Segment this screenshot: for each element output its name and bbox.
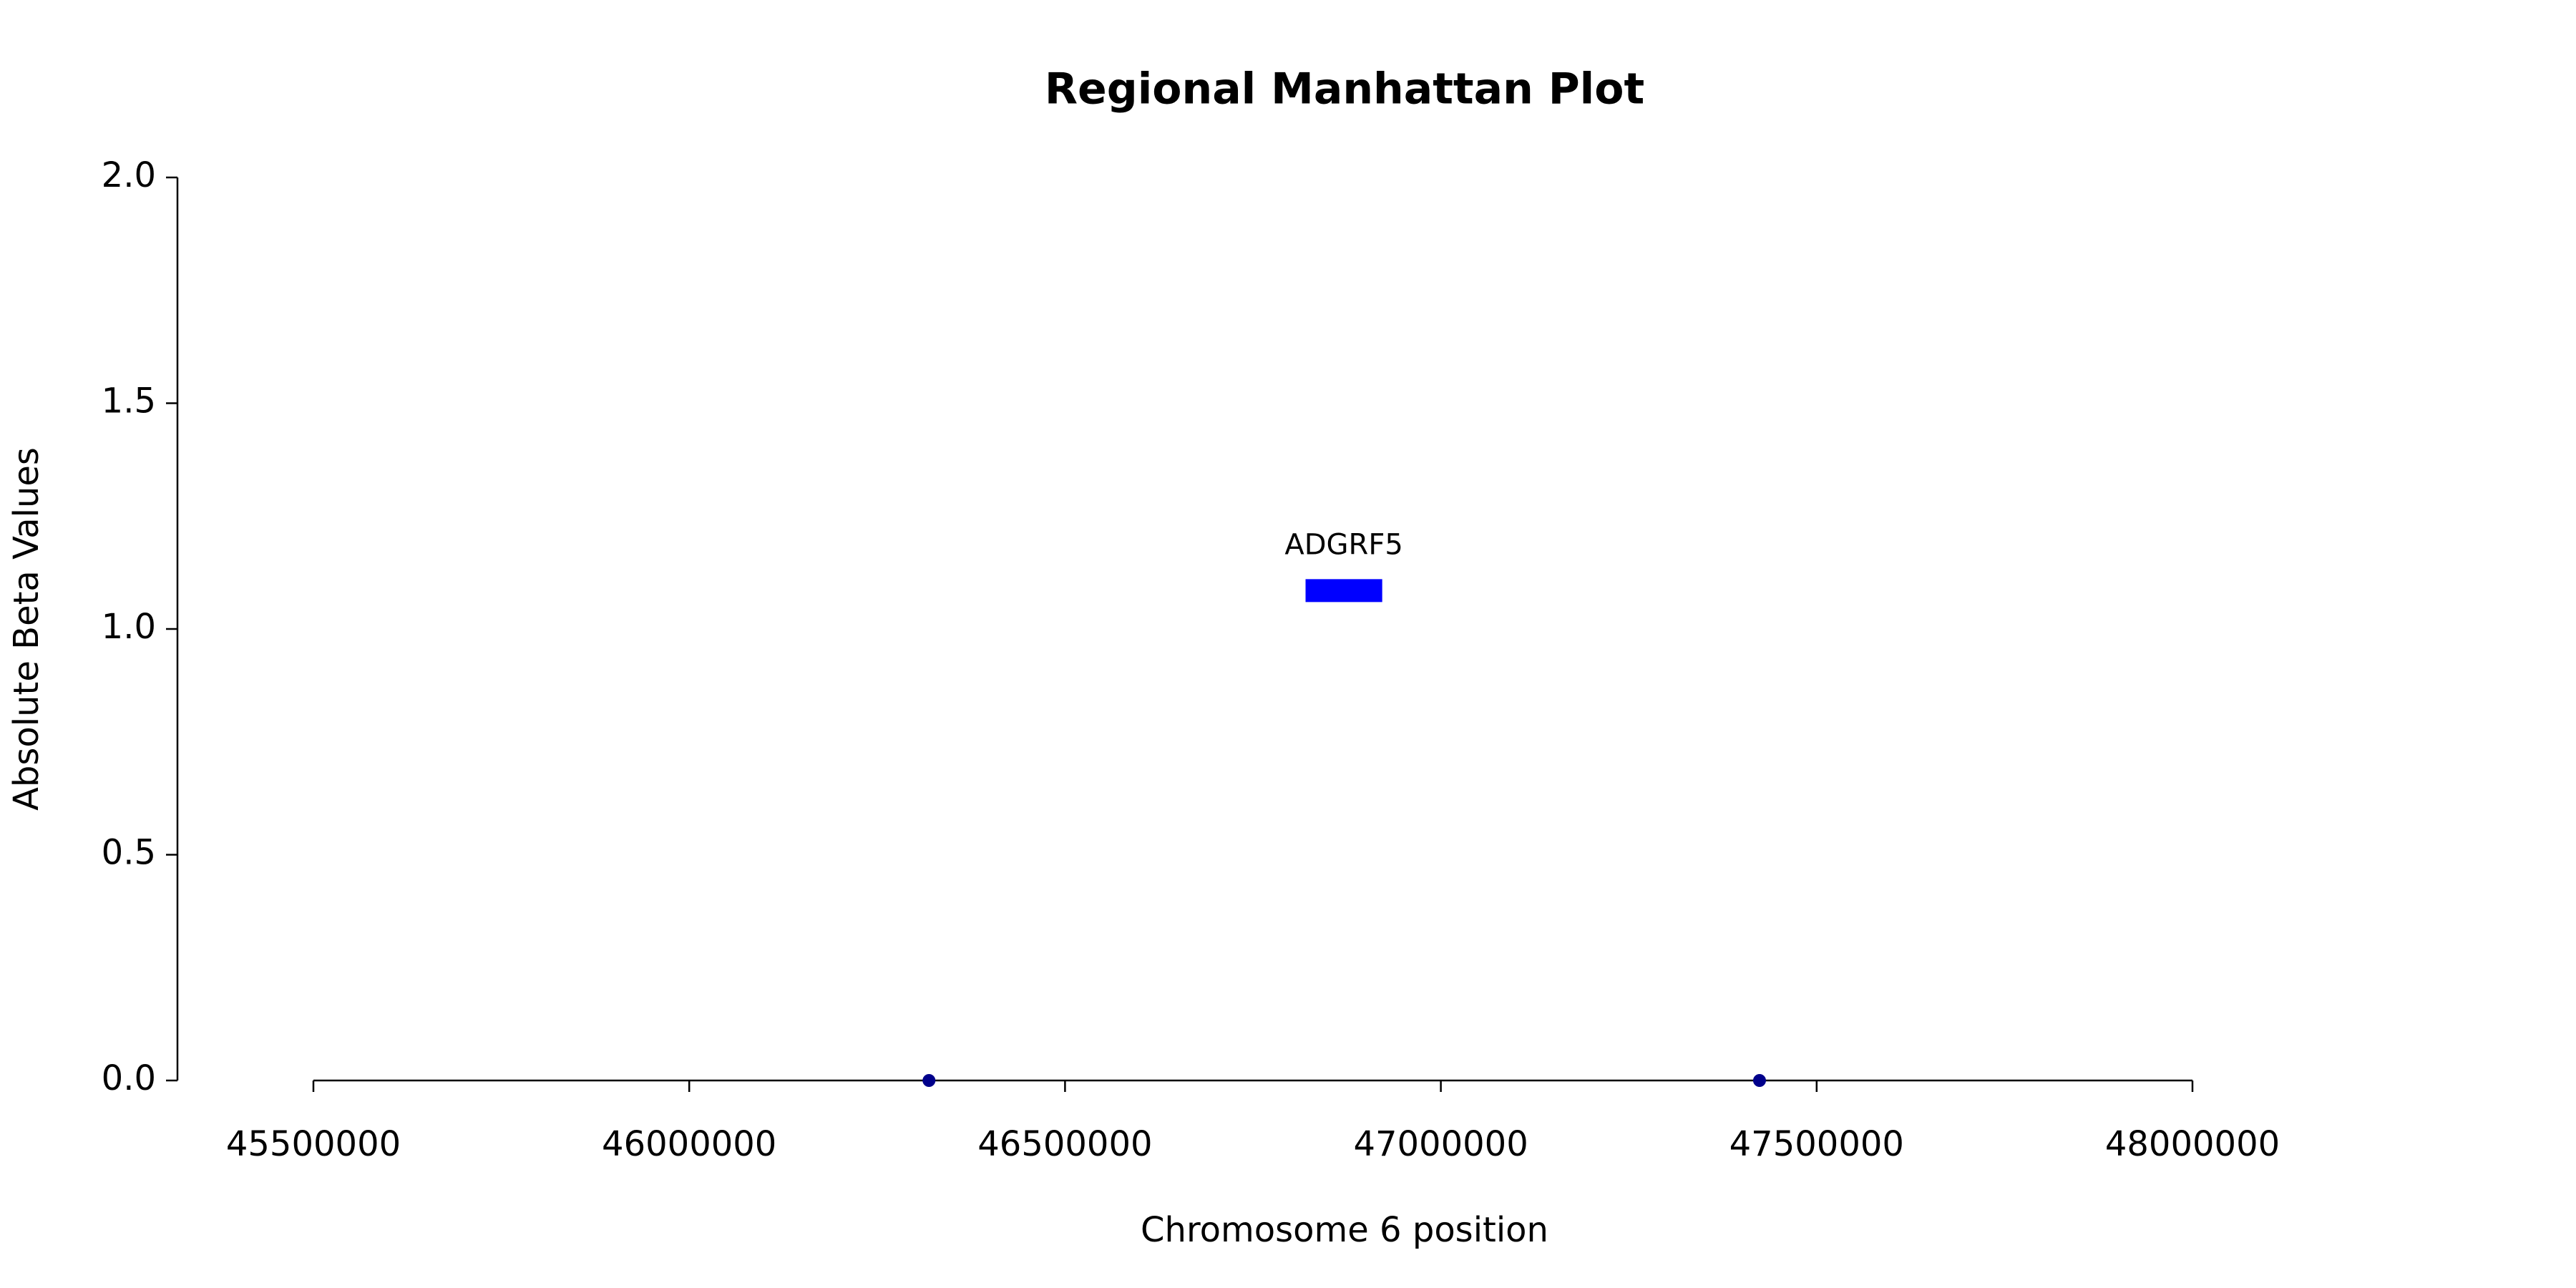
y-tick-label: 1.0 (102, 607, 156, 647)
x-tick-label: 45500000 (226, 1124, 401, 1164)
y-axis-label: Absolute Beta Values (6, 447, 47, 811)
gene-label: ADGRF5 (1284, 528, 1402, 561)
gene-box (1305, 579, 1382, 602)
y-tick-label: 1.5 (102, 381, 156, 421)
point (1752, 1074, 1766, 1087)
x-axis-label: Chromosome 6 position (1141, 1210, 1548, 1250)
point (922, 1074, 936, 1087)
y-tick-label: 0.0 (102, 1058, 156, 1098)
x-tick-label: 47000000 (1353, 1124, 1528, 1164)
y-tick-label: 0.5 (102, 833, 156, 873)
x-tick-label: 46000000 (602, 1124, 776, 1164)
x-tick-label: 46500000 (977, 1124, 1152, 1164)
y-tick-label: 2.0 (102, 155, 156, 195)
x-tick-label: 48000000 (2105, 1124, 2280, 1164)
x-tick-label: 47500000 (1729, 1124, 1904, 1164)
chart-title: Regional Manhattan Plot (1045, 64, 1644, 114)
